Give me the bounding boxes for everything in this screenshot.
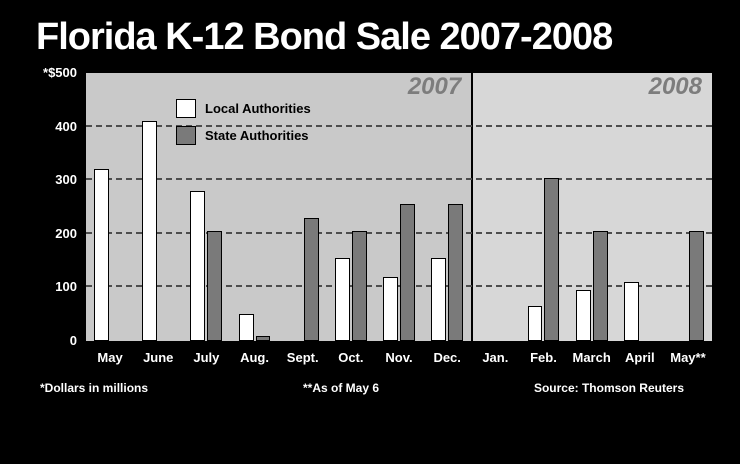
month-slot xyxy=(230,73,278,341)
bar-local-authorities xyxy=(527,306,543,341)
bar-state-authorities xyxy=(400,204,415,341)
x-axis-label: Oct. xyxy=(338,350,364,365)
month-slot xyxy=(568,73,616,341)
bar-local-authorities xyxy=(142,121,158,341)
x-axis-label: Feb. xyxy=(530,350,557,365)
gridline xyxy=(86,231,712,234)
x-axis-label: Sept. xyxy=(286,350,319,365)
bar-local-authorities xyxy=(623,282,639,341)
bar-local-authorities xyxy=(190,190,206,341)
bar-chart: 2007 2008 *$500 400 300 200 100 0 Local Authorit… xyxy=(0,65,740,365)
panel-2008: 2008 xyxy=(471,73,712,341)
bar-state-authorities xyxy=(544,177,560,341)
month-slot xyxy=(664,73,712,341)
month-slot xyxy=(375,73,423,341)
y-axis-label: 300 xyxy=(55,171,77,187)
footnote-asof: **As of May 6 xyxy=(302,381,380,395)
gridline xyxy=(86,124,712,127)
bar-state-authorities xyxy=(255,335,271,341)
month-slot xyxy=(182,73,230,341)
bars-row xyxy=(86,73,712,341)
legend-swatch xyxy=(176,126,196,145)
month-slot xyxy=(327,73,375,341)
month-slot xyxy=(519,73,567,341)
bar-state-authorities xyxy=(351,231,367,341)
y-axis-label: 400 xyxy=(55,118,77,134)
legend-swatch xyxy=(176,99,196,118)
bar-state-authorities xyxy=(448,204,464,341)
x-axis-label: April xyxy=(624,350,655,365)
legend: Local Authorities State Authorities xyxy=(176,99,311,145)
x-axis-label: May** xyxy=(670,350,706,365)
y-axis-label: 100 xyxy=(55,279,77,295)
bar-local-authorities xyxy=(383,276,399,341)
page-title: Florida K-12 Bond Sale 2007-2008 xyxy=(36,16,613,58)
y-axis-label: 0 xyxy=(69,332,77,348)
bar-local-authorities xyxy=(238,314,254,341)
month-slot xyxy=(86,73,134,341)
bar-local-authorities xyxy=(575,290,591,341)
legend-label: State Authorities xyxy=(205,128,309,143)
bar-local-authorities xyxy=(431,257,447,341)
month-slot xyxy=(616,73,664,341)
x-axis: May June July Aug. Sept. Oct. Nov. Dec. Jan. Feb.… xyxy=(86,341,712,365)
month-slot xyxy=(134,73,182,341)
legend-item: Local Authorities xyxy=(176,99,311,118)
footnote-dollars: *Dollars in millions xyxy=(40,381,149,395)
month-slot xyxy=(279,73,327,341)
footnote-source: Source: Thomson Reuters xyxy=(533,381,684,395)
x-axis-label: May xyxy=(97,350,123,365)
y-axis-label: 200 xyxy=(55,225,77,241)
footnotes: *Dollars in millions **As of May 6 Sourc… xyxy=(0,365,740,395)
gridline xyxy=(86,178,712,181)
bar-state-authorities xyxy=(303,217,319,341)
y-axis-label: *$500 xyxy=(43,64,77,80)
plot-area: 2007 2008 *$500 400 300 200 100 0 Local Authorit… xyxy=(43,65,712,348)
month-slot xyxy=(471,73,519,341)
legend-label: Local Authorities xyxy=(205,101,311,116)
x-axis-label: Aug. xyxy=(240,350,269,365)
x-axis-label: March xyxy=(572,350,611,365)
x-axis-label: Nov. xyxy=(385,350,413,365)
panel-year-label: 2008 xyxy=(648,73,702,100)
bar-local-authorities xyxy=(94,169,110,341)
bar-local-authorities xyxy=(334,257,350,341)
x-axis-label: July xyxy=(193,350,220,365)
x-axis-label: Dec. xyxy=(433,350,461,365)
legend-item: State Authorities xyxy=(176,126,311,145)
x-axis-label: Jan. xyxy=(482,350,509,365)
month-slot xyxy=(423,73,471,341)
bar-state-authorities xyxy=(207,231,223,341)
bar-state-authorities xyxy=(688,231,704,341)
panel-year-label: 2007 xyxy=(407,73,462,100)
gridline xyxy=(86,285,712,288)
bar-state-authorities xyxy=(592,231,608,341)
x-axis-label: June xyxy=(143,350,174,365)
